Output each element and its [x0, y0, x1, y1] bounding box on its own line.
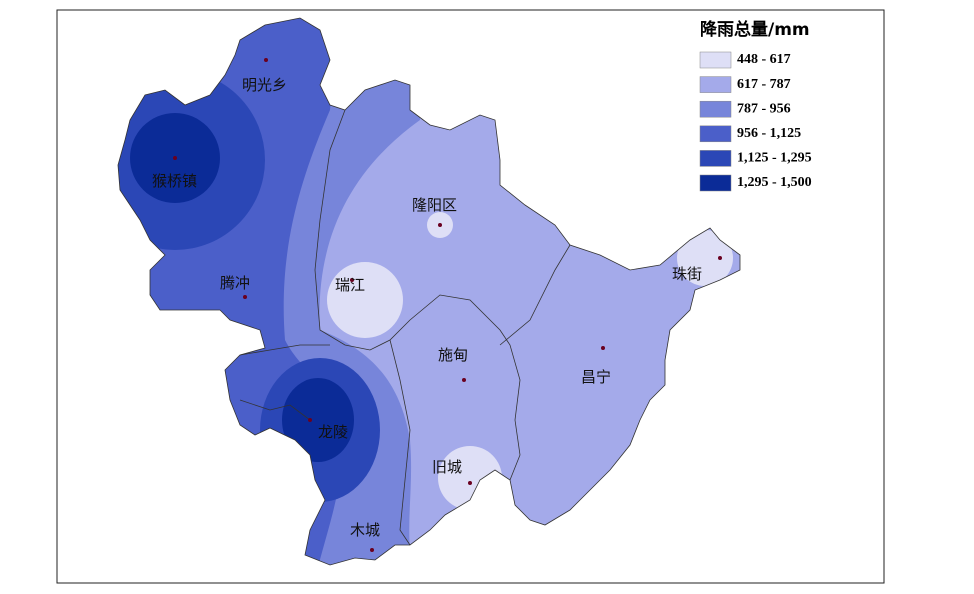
legend-swatch	[699, 76, 732, 93]
legend-label: 956 - 1,125	[737, 126, 801, 141]
place-dot	[718, 256, 722, 260]
legend-label: 787 - 956	[737, 101, 791, 116]
place-label: 明光乡	[242, 76, 287, 94]
legend-swatch	[699, 100, 732, 118]
zone	[677, 230, 733, 286]
legend-swatch	[699, 125, 732, 143]
place-label: 施甸	[438, 346, 468, 364]
place-label: 木城	[350, 521, 380, 539]
legend-swatch	[699, 150, 732, 167]
legend-swatch	[699, 174, 732, 192]
place-dot	[370, 548, 374, 552]
place-label: 龙陵	[318, 423, 348, 441]
place-dot	[468, 481, 472, 485]
place-dot	[438, 223, 442, 227]
legend-label: 617 - 787	[737, 77, 791, 92]
place-label: 腾冲	[220, 274, 250, 292]
place-label: 猴桥镇	[152, 172, 197, 190]
legend-label: 1,295 - 1,500	[737, 175, 812, 190]
map-frame	[56, 9, 885, 584]
place-dot	[173, 156, 177, 160]
legend-swatch	[699, 51, 732, 69]
zone	[327, 262, 403, 338]
legend-label: 448 - 617	[737, 52, 791, 67]
place-dot	[308, 418, 312, 422]
county-boundaries	[239, 109, 571, 546]
place-label: 瑞江	[335, 276, 365, 294]
place-label: 隆阳区	[412, 196, 457, 214]
zone	[282, 378, 354, 462]
place-label: 珠街	[672, 265, 702, 283]
place-dot	[462, 378, 466, 382]
legend-title: 降雨总量/mm	[700, 19, 810, 40]
place-dot	[264, 58, 268, 62]
legend-label: 1,125 - 1,295	[737, 151, 812, 166]
place-dot	[243, 295, 247, 299]
place-label: 旧城	[432, 458, 462, 476]
place-dot	[601, 346, 605, 350]
place-label: 昌宁	[581, 368, 611, 386]
place-dot	[350, 278, 354, 282]
legend: 448 - 617 617 - 787 787 - 956 956 - 1,125 1,…	[699, 51, 812, 192]
